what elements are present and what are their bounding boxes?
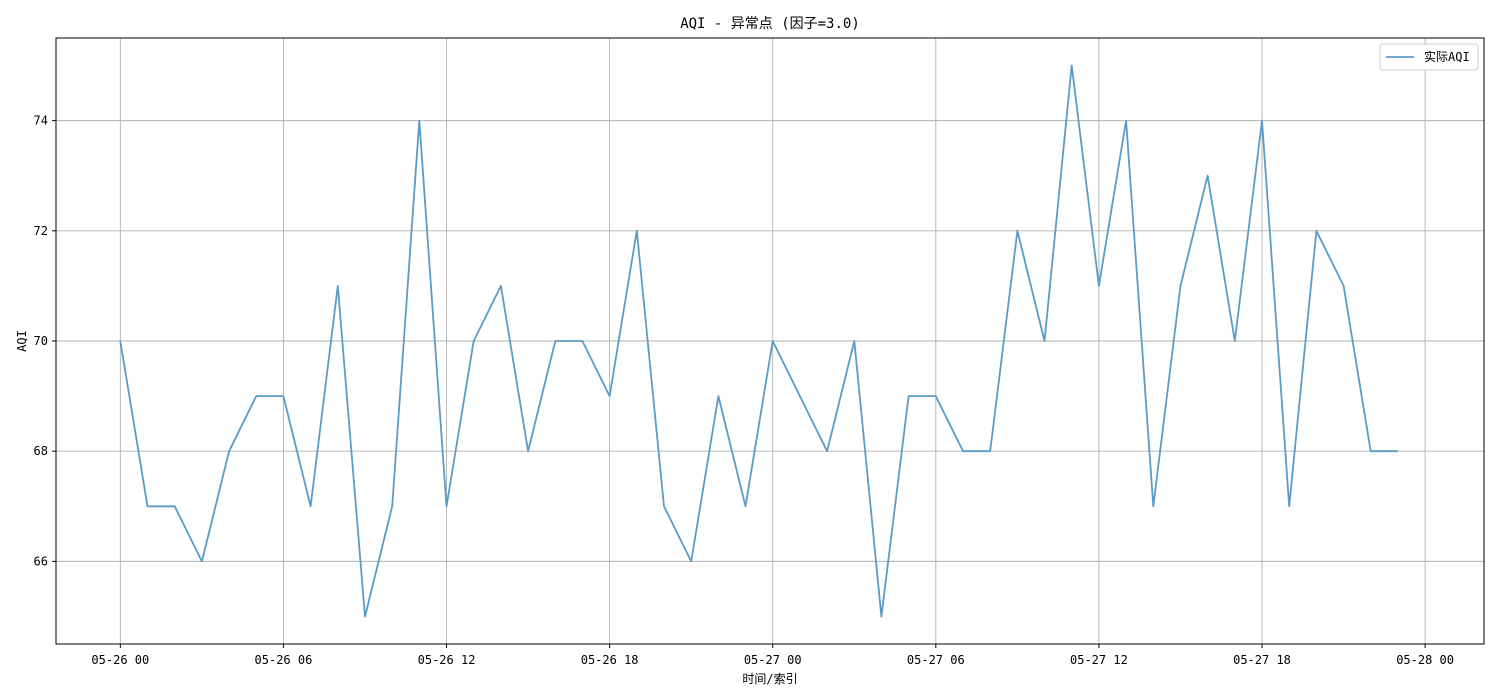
data-point [147, 505, 149, 507]
data-point [1016, 230, 1018, 232]
data-point [174, 505, 176, 507]
x-axis: 05-26 00 05-26 06 05-26 12 05-26 18 05-27 00… [91, 644, 1454, 667]
x-tick-label: 05-26 06 [255, 653, 313, 667]
data-point [500, 285, 502, 287]
data-point [1288, 505, 1290, 507]
x-tick-label: 05-26 12 [418, 653, 476, 667]
data-point [1343, 285, 1345, 287]
x-tick-label: 05-26 00 [91, 653, 149, 667]
data-point [717, 395, 719, 397]
data-point [1315, 230, 1317, 232]
y-tick-label: 74 [34, 114, 48, 128]
series-line-actual-aqi [119, 64, 1398, 618]
data-point [337, 285, 339, 287]
y-tick-label: 68 [34, 444, 48, 458]
data-point [446, 505, 448, 507]
data-point [581, 340, 583, 342]
legend: 实际AQI [1379, 43, 1479, 71]
y-grid [56, 120, 1484, 562]
legend-label: 实际AQI [1424, 49, 1470, 64]
data-point [799, 395, 801, 397]
data-point [1370, 450, 1372, 452]
data-point [527, 450, 529, 452]
data-point [228, 450, 230, 452]
data-point [473, 340, 475, 342]
data-point [609, 395, 611, 397]
data-point [690, 560, 692, 562]
chart-title: AQI - 异常点 (因子=3.0) [680, 16, 860, 32]
data-point [554, 340, 556, 342]
x-tick-label: 05-27 12 [1070, 653, 1128, 667]
y-tick-label: 70 [34, 334, 48, 348]
data-point [1207, 175, 1209, 177]
data-point [1397, 450, 1399, 452]
legend-box [1379, 43, 1479, 71]
data-point [310, 505, 312, 507]
x-axis-label: 时间/索引 [742, 672, 797, 686]
x-tick-label: 05-28 00 [1396, 653, 1454, 667]
x-tick-label: 05-27 18 [1233, 653, 1291, 667]
data-point [255, 395, 257, 397]
y-tick-label: 66 [34, 554, 48, 568]
data-point [418, 120, 420, 122]
x-tick-label: 05-27 00 [744, 653, 802, 667]
data-point [1125, 120, 1127, 122]
data-point [1044, 340, 1046, 342]
data-point [935, 395, 937, 397]
y-axis-label: AQI [15, 330, 29, 352]
data-point [1071, 65, 1073, 67]
x-tick-label: 05-27 06 [907, 653, 965, 667]
data-point [772, 340, 774, 342]
data-point [201, 560, 203, 562]
y-axis: 66 68 70 72 74 [34, 114, 56, 568]
data-point [636, 230, 638, 232]
data-point [119, 340, 121, 342]
data-point [962, 450, 964, 452]
data-point [853, 340, 855, 342]
data-point [745, 505, 747, 507]
data-point [282, 395, 284, 397]
data-point [1098, 285, 1100, 287]
data-point [1152, 505, 1154, 507]
y-tick-label: 72 [34, 224, 48, 238]
data-point [663, 505, 665, 507]
data-point [364, 616, 366, 618]
data-point [1234, 340, 1236, 342]
data-point [989, 450, 991, 452]
data-point [1261, 120, 1263, 122]
data-point [826, 450, 828, 452]
data-point [1180, 285, 1182, 287]
data-point [880, 616, 882, 618]
x-tick-label: 05-26 18 [581, 653, 639, 667]
data-point [908, 395, 910, 397]
data-point [391, 505, 393, 507]
